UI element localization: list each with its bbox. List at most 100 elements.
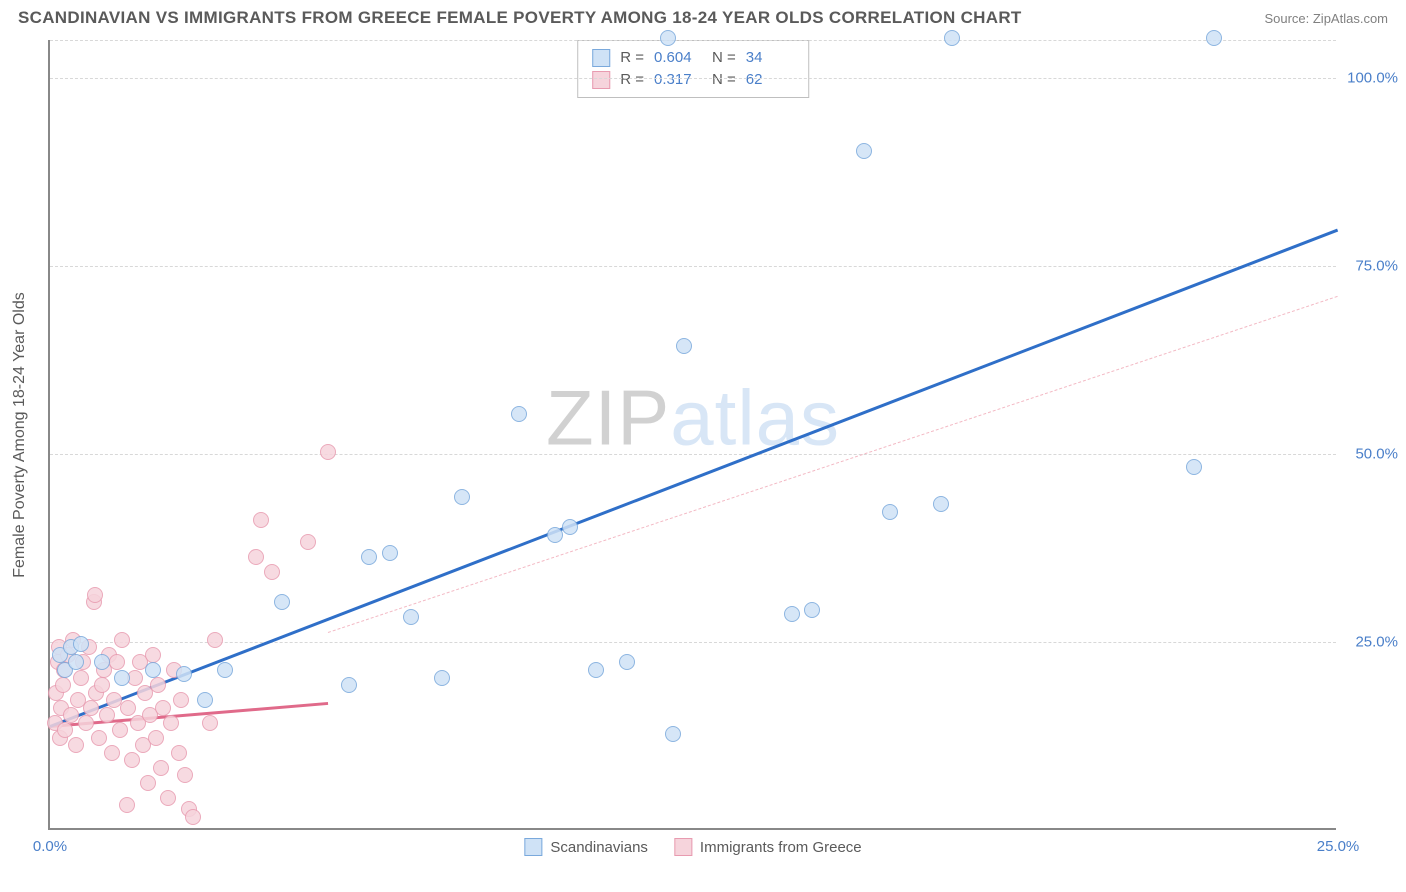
chart-title: SCANDINAVIAN VS IMMIGRANTS FROM GREECE F… xyxy=(18,8,1022,28)
legend-swatch xyxy=(592,49,610,67)
data-point xyxy=(145,647,161,663)
data-point xyxy=(148,730,164,746)
data-point xyxy=(382,545,398,561)
data-point xyxy=(197,692,213,708)
legend-label: Immigrants from Greece xyxy=(700,839,862,856)
y-tick-label: 75.0% xyxy=(1342,257,1398,274)
scatter-plot: Female Poverty Among 18-24 Year Olds ZIP… xyxy=(48,40,1336,830)
data-point xyxy=(94,677,110,693)
data-point xyxy=(153,760,169,776)
data-point xyxy=(1186,459,1202,475)
series-legend: Scandinavians Immigrants from Greece xyxy=(524,838,861,856)
stats-row: R = 0.317 N = 62 xyxy=(592,69,794,91)
data-point xyxy=(207,632,223,648)
gridline xyxy=(50,40,1336,41)
data-point xyxy=(403,609,419,625)
data-point xyxy=(547,527,563,543)
data-point xyxy=(150,677,166,693)
data-point xyxy=(68,654,84,670)
x-tick-label: 0.0% xyxy=(33,838,67,855)
data-point xyxy=(109,654,125,670)
watermark-part1: ZIP xyxy=(546,374,670,462)
data-point xyxy=(114,670,130,686)
data-point xyxy=(804,602,820,618)
plot-area: ZIPatlas R =0.604N =34R =0.317N =62 Scan… xyxy=(48,40,1336,830)
data-point xyxy=(114,632,130,648)
n-label: N = xyxy=(712,47,736,69)
data-point xyxy=(124,752,140,768)
n-value: 62 xyxy=(746,69,794,91)
data-point xyxy=(120,700,136,716)
data-point xyxy=(73,636,89,652)
data-point xyxy=(341,677,357,693)
data-point xyxy=(300,534,316,550)
data-point xyxy=(63,707,79,723)
data-point xyxy=(944,30,960,46)
gridline xyxy=(50,454,1336,455)
data-point xyxy=(434,670,450,686)
data-point xyxy=(160,790,176,806)
legend-swatch xyxy=(592,71,610,89)
data-point xyxy=(173,692,189,708)
y-axis-title: Female Poverty Among 18-24 Year Olds xyxy=(11,292,29,578)
y-tick-label: 50.0% xyxy=(1342,445,1398,462)
data-point xyxy=(155,700,171,716)
legend-swatch xyxy=(674,838,692,856)
data-point xyxy=(99,707,115,723)
data-point xyxy=(676,338,692,354)
data-point xyxy=(562,519,578,535)
data-point xyxy=(176,666,192,682)
data-point xyxy=(665,726,681,742)
trend-line xyxy=(49,228,1338,727)
data-point xyxy=(361,549,377,565)
data-point xyxy=(185,809,201,825)
n-value: 34 xyxy=(746,47,794,69)
data-point xyxy=(856,143,872,159)
data-point xyxy=(94,654,110,670)
y-tick-label: 100.0% xyxy=(1342,69,1398,86)
data-point xyxy=(588,662,604,678)
data-point xyxy=(91,730,107,746)
data-point xyxy=(57,722,73,738)
data-point xyxy=(171,745,187,761)
data-point xyxy=(217,662,233,678)
r-value: 0.604 xyxy=(654,47,702,69)
watermark: ZIPatlas xyxy=(546,373,840,464)
data-point xyxy=(511,406,527,422)
y-tick-label: 25.0% xyxy=(1342,633,1398,650)
legend-swatch xyxy=(524,838,542,856)
data-point xyxy=(163,715,179,731)
legend-item: Scandinavians xyxy=(524,838,648,856)
data-point xyxy=(68,737,84,753)
data-point xyxy=(248,549,264,565)
r-label: R = xyxy=(620,69,644,91)
data-point xyxy=(145,662,161,678)
data-point xyxy=(253,512,269,528)
data-point xyxy=(660,30,676,46)
watermark-part2: atlas xyxy=(670,374,840,462)
data-point xyxy=(119,797,135,813)
r-value: 0.317 xyxy=(654,69,702,91)
gridline xyxy=(50,78,1336,79)
data-point xyxy=(274,594,290,610)
gridline xyxy=(50,642,1336,643)
data-point xyxy=(202,715,218,731)
data-point xyxy=(784,606,800,622)
data-point xyxy=(882,504,898,520)
data-point xyxy=(87,587,103,603)
data-point xyxy=(177,767,193,783)
data-point xyxy=(264,564,280,580)
data-point xyxy=(83,700,99,716)
data-point xyxy=(933,496,949,512)
r-label: R = xyxy=(620,47,644,69)
data-point xyxy=(55,677,71,693)
data-point xyxy=(112,722,128,738)
n-label: N = xyxy=(712,69,736,91)
data-point xyxy=(1206,30,1222,46)
data-point xyxy=(140,775,156,791)
source-label: Source: ZipAtlas.com xyxy=(1264,11,1388,26)
data-point xyxy=(454,489,470,505)
data-point xyxy=(619,654,635,670)
x-tick-label: 25.0% xyxy=(1317,838,1360,855)
stats-legend: R = 0.604 N = 34 R = 0.317 N = 62 xyxy=(577,40,809,98)
